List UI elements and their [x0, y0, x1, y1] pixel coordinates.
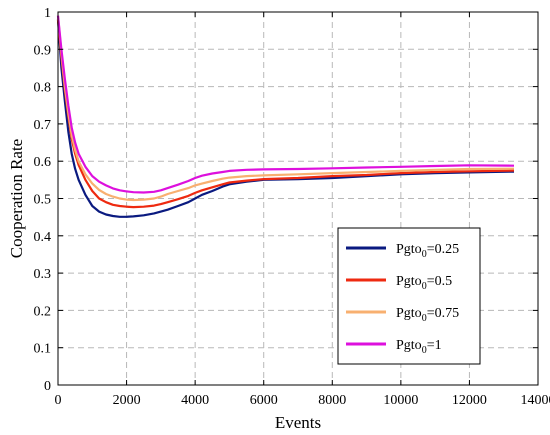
series-lines — [56, 15, 515, 218]
x-tick-label: 6000 — [250, 393, 278, 408]
legend: Pgto0=0.25 Pgto0=0.5 Pgto0=0.75 Pgto0=1 — [337, 227, 481, 365]
legend-entry-2: Pgto0=0.75 — [396, 306, 459, 324]
series-line-1 — [56, 19, 515, 209]
y-tick-label: 0.1 — [34, 342, 52, 357]
x-tick-label: 12000 — [452, 393, 487, 408]
axis-ticks — [57, 11, 539, 386]
y-tick-label: 0.4 — [34, 230, 52, 245]
y-tick-label: 0.9 — [34, 43, 52, 58]
series-line-3 — [56, 15, 515, 194]
x-tick-label: 10000 — [383, 393, 418, 408]
y-tick-label: 0.7 — [34, 118, 52, 133]
x-axis-label: Events — [275, 413, 321, 432]
y-tick-label: 0.2 — [34, 304, 52, 319]
x-tick-label: 0 — [55, 393, 62, 408]
y-tick-label: 0.3 — [34, 267, 52, 282]
series-line-0 — [56, 19, 515, 218]
y-tick-label: 0.8 — [34, 81, 52, 96]
y-tick-label: 1 — [44, 6, 51, 21]
y-tick-label: 0.6 — [34, 155, 52, 170]
legend-entry-1: Pgto0=0.5 — [396, 274, 452, 292]
y-tick-label: 0 — [44, 379, 51, 394]
grid-lines — [58, 12, 538, 385]
legend-entry-0: Pgto0=0.25 — [396, 242, 459, 260]
x-tick-label: 8000 — [318, 393, 346, 408]
legend-box — [337, 227, 481, 365]
series-line-2 — [56, 15, 515, 202]
legend-entry-3: Pgto0=1 — [396, 338, 442, 356]
x-tick-label: 2000 — [113, 393, 141, 408]
y-axis-label: Cooperation Rate — [7, 139, 26, 258]
y-tick-label: 0.5 — [34, 193, 52, 208]
x-tick-label: 4000 — [181, 393, 209, 408]
y-tick-labels: 0 0.1 0.2 0.3 0.4 0.5 0.6 0.7 0.8 0.9 1 — [34, 6, 52, 394]
